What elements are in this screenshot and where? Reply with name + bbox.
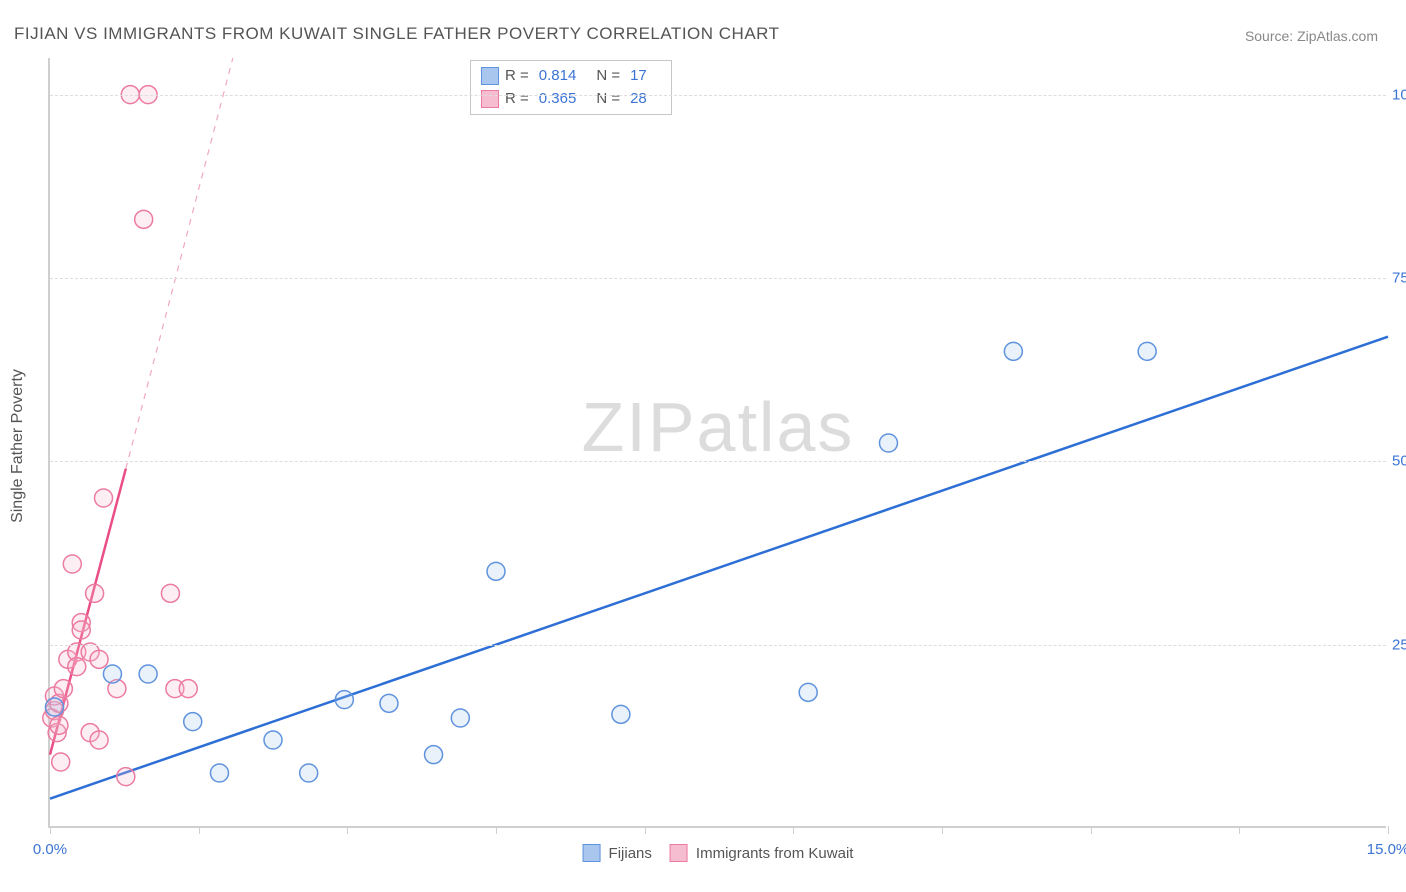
data-point xyxy=(179,680,197,698)
data-point xyxy=(117,768,135,786)
y-axis-label: Single Father Poverty xyxy=(9,369,27,523)
r-label: R = xyxy=(505,65,529,88)
data-point xyxy=(335,691,353,709)
data-point xyxy=(68,658,86,676)
gridline xyxy=(50,461,1386,462)
data-point xyxy=(879,434,897,452)
x-tick-mark xyxy=(50,826,51,834)
series-legend-label: Fijians xyxy=(609,845,652,862)
data-point xyxy=(1004,342,1022,360)
stats-legend-row: R = 0.365 N = 28 xyxy=(481,88,661,111)
plot-svg xyxy=(50,58,1386,826)
data-point xyxy=(139,665,157,683)
series-legend-item: Immigrants from Kuwait xyxy=(670,844,854,862)
trend-line xyxy=(50,337,1388,799)
x-tick-mark xyxy=(199,826,200,834)
legend-swatch xyxy=(481,90,499,108)
x-tick-mark xyxy=(1388,826,1389,834)
plot-area: ZIPatlas R =0.814N =17R =0.365N =28 Fiji… xyxy=(48,58,1386,828)
x-tick-mark xyxy=(942,826,943,834)
data-point xyxy=(300,764,318,782)
series-legend: Fijians Immigrants from Kuwait xyxy=(583,844,854,862)
n-label: N = xyxy=(596,88,620,111)
data-point xyxy=(380,694,398,712)
data-point xyxy=(799,683,817,701)
gridline xyxy=(50,95,1386,96)
x-tick-label: 15.0% xyxy=(1367,841,1406,858)
y-tick-label: 25.0% xyxy=(1392,636,1406,653)
data-point xyxy=(50,716,68,734)
y-tick-label: 100.0% xyxy=(1392,86,1406,103)
x-tick-mark xyxy=(793,826,794,834)
data-point xyxy=(63,555,81,573)
x-tick-mark xyxy=(496,826,497,834)
legend-swatch xyxy=(583,844,601,862)
data-point xyxy=(135,210,153,228)
data-point xyxy=(90,650,108,668)
chart-title: FIJIAN VS IMMIGRANTS FROM KUWAIT SINGLE … xyxy=(14,24,780,44)
n-value: 17 xyxy=(630,65,647,88)
data-point xyxy=(54,680,72,698)
n-label: N = xyxy=(596,65,620,88)
y-tick-label: 75.0% xyxy=(1392,270,1406,287)
n-value: 28 xyxy=(630,88,647,111)
gridline xyxy=(50,278,1386,279)
data-point xyxy=(103,665,121,683)
data-point xyxy=(95,489,113,507)
gridline xyxy=(50,645,1386,646)
data-point xyxy=(487,562,505,580)
r-label: R = xyxy=(505,88,529,111)
data-point xyxy=(45,698,63,716)
data-point xyxy=(612,705,630,723)
trend-line xyxy=(126,58,233,469)
x-tick-mark xyxy=(1091,826,1092,834)
data-point xyxy=(161,584,179,602)
data-point xyxy=(264,731,282,749)
legend-swatch xyxy=(670,844,688,862)
y-tick-label: 50.0% xyxy=(1392,453,1406,470)
data-point xyxy=(1138,342,1156,360)
x-tick-mark xyxy=(347,826,348,834)
data-point xyxy=(210,764,228,782)
x-tick-mark xyxy=(645,826,646,834)
r-value: 0.814 xyxy=(539,65,577,88)
r-value: 0.365 xyxy=(539,88,577,111)
stats-legend: R = 0.814 N = 17 R = 0.365 N = 28 xyxy=(470,60,672,115)
data-point xyxy=(184,713,202,731)
x-tick-label: 0.0% xyxy=(33,841,67,858)
data-point xyxy=(90,731,108,749)
data-point xyxy=(425,746,443,764)
legend-swatch xyxy=(481,67,499,85)
source-credit: Source: ZipAtlas.com xyxy=(1245,28,1378,44)
series-legend-item: Fijians xyxy=(583,844,652,862)
series-legend-label: Immigrants from Kuwait xyxy=(696,845,854,862)
data-point xyxy=(52,753,70,771)
stats-legend-row: R = 0.814 N = 17 xyxy=(481,65,661,88)
data-point xyxy=(451,709,469,727)
x-tick-mark xyxy=(1239,826,1240,834)
data-point xyxy=(86,584,104,602)
data-point xyxy=(72,621,90,639)
